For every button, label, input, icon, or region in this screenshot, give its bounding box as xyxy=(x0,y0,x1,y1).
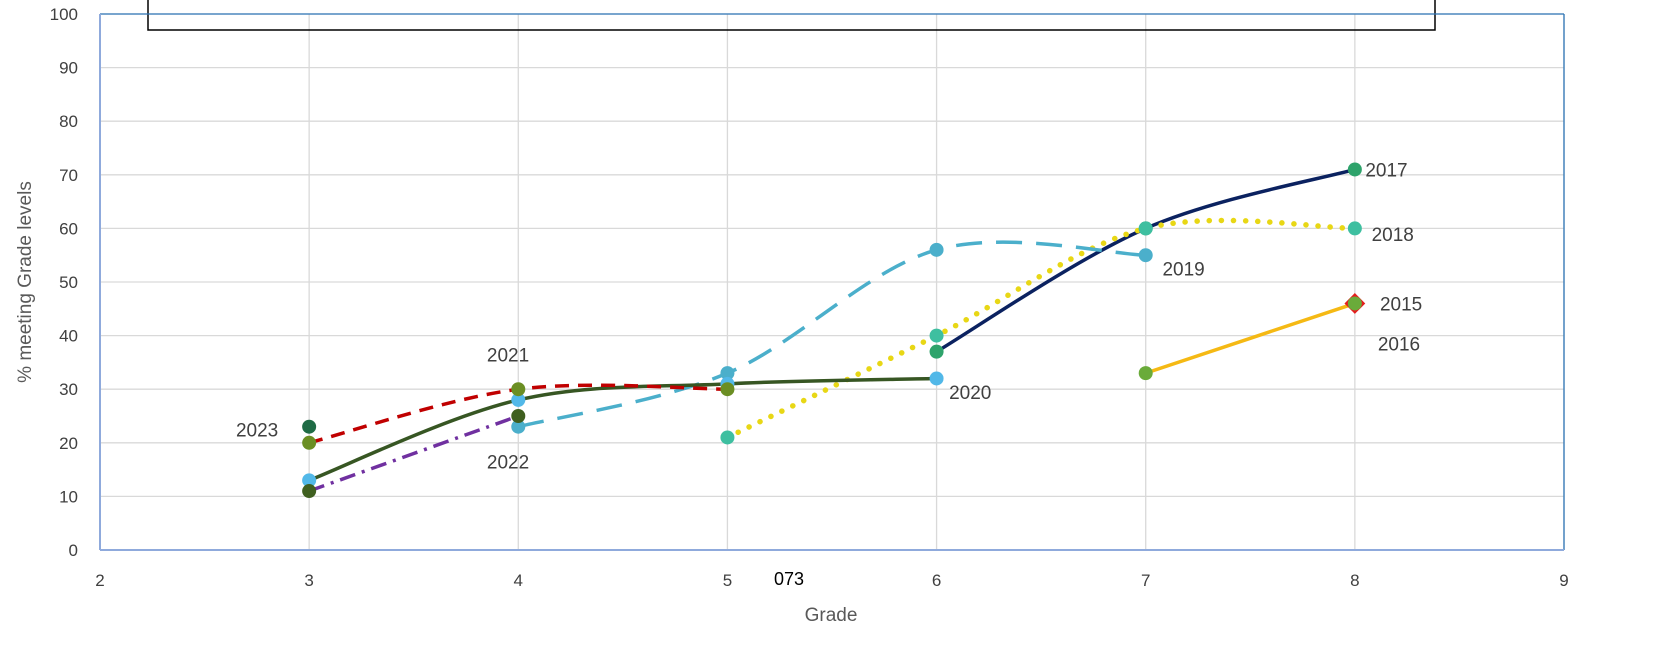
gridlines xyxy=(100,13,1565,550)
series-label-2021: 2021 xyxy=(487,345,529,366)
chart-annotation: 073 xyxy=(774,569,804,589)
y-tick-label: 40 xyxy=(59,327,78,346)
data-point-2019 xyxy=(1138,248,1153,263)
data-point-2017 xyxy=(1347,162,1362,177)
x-axis-title: Grade xyxy=(805,605,858,626)
data-point-2019 xyxy=(929,242,944,257)
series-line-2019 xyxy=(517,240,1146,429)
y-tick-label: 50 xyxy=(59,273,78,292)
y-tick-label: 80 xyxy=(59,112,78,131)
data-point-2018 xyxy=(1347,221,1362,236)
data-point-2021 xyxy=(720,382,735,397)
series-label-2020: 2020 xyxy=(949,383,991,404)
data-point-2020 xyxy=(302,473,317,488)
axes: 0 10 20 30 40 50 60 70 80 90 100 2 3 4 5 6 7 8 9 xyxy=(50,5,1569,590)
y-tick-label: 100 xyxy=(50,5,78,24)
series-line-2018 xyxy=(724,217,1358,441)
x-tick-label: 6 xyxy=(932,571,941,590)
data-point-2020 xyxy=(929,371,944,386)
x-tick-label: 3 xyxy=(304,571,313,590)
series-line-2020 xyxy=(307,376,939,483)
data-point-2016 xyxy=(1138,366,1153,381)
x-tick-label: 5 xyxy=(723,571,732,590)
data-point-2018 xyxy=(1138,221,1153,236)
y-tick-label: 20 xyxy=(59,434,78,453)
series-line-2022 xyxy=(308,414,519,493)
y-tick-label: 0 xyxy=(69,541,78,560)
data-point-2020 xyxy=(511,392,526,407)
data-point-2018 xyxy=(929,328,944,343)
y-axis-title: % meeting Grade levels xyxy=(15,181,36,383)
series-markers xyxy=(302,162,1366,499)
data-point-2017 xyxy=(929,344,944,359)
data-point-2021 xyxy=(511,382,526,397)
data-point-2023 xyxy=(302,419,317,434)
series-label-2019: 2019 xyxy=(1162,260,1204,281)
series-label-2016: 2016 xyxy=(1378,335,1420,356)
data-point-2019 xyxy=(511,419,526,434)
series-label-2017: 2017 xyxy=(1365,160,1407,181)
series-label-2018: 2018 xyxy=(1372,225,1414,246)
data-point-2016 xyxy=(1347,296,1362,311)
y-tick-label: 60 xyxy=(59,219,78,238)
y-tick-label: 10 xyxy=(59,487,78,506)
series-label-2022: 2022 xyxy=(487,453,529,474)
series-label-2015: 2015 xyxy=(1380,294,1422,315)
chart-title-box xyxy=(147,0,1436,31)
x-tick-label: 9 xyxy=(1559,571,1568,590)
x-tick-label: 7 xyxy=(1141,571,1150,590)
y-tick-label: 70 xyxy=(59,166,78,185)
data-point-2022 xyxy=(511,409,526,423)
data-point-2022 xyxy=(302,484,317,499)
x-tick-label: 4 xyxy=(514,571,523,590)
y-tick-label: 90 xyxy=(59,59,78,78)
y-tick-label: 30 xyxy=(59,380,78,399)
series-line-2016 xyxy=(1143,301,1357,375)
x-tick-label: 2 xyxy=(95,571,104,590)
data-point-2018 xyxy=(720,430,735,445)
data-point-2021 xyxy=(302,435,317,450)
series-labels: 2017 2018 2019 2015 2016 2021 2020 2023 2022 xyxy=(236,160,1422,473)
x-tick-label: 8 xyxy=(1350,571,1359,590)
series-label-2023: 2023 xyxy=(236,420,278,441)
data-point-2019 xyxy=(720,366,735,381)
